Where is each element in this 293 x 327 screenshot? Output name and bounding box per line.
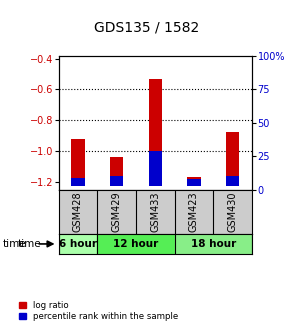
Text: 6 hour: 6 hour xyxy=(59,239,97,249)
Text: time: time xyxy=(3,239,27,249)
Bar xyxy=(187,177,201,186)
Text: GSM430: GSM430 xyxy=(228,192,238,232)
Text: GSM433: GSM433 xyxy=(150,192,160,232)
Bar xyxy=(71,178,85,186)
Bar xyxy=(149,151,162,186)
Bar xyxy=(226,132,239,186)
Bar xyxy=(226,177,239,186)
Text: GDS135 / 1582: GDS135 / 1582 xyxy=(94,21,199,35)
Text: GSM429: GSM429 xyxy=(112,191,122,232)
Legend: log ratio, percentile rank within the sample: log ratio, percentile rank within the sa… xyxy=(19,301,178,321)
Bar xyxy=(110,177,123,186)
Text: 12 hour: 12 hour xyxy=(113,239,159,249)
Text: GSM423: GSM423 xyxy=(189,191,199,232)
Bar xyxy=(71,139,85,186)
Text: GSM428: GSM428 xyxy=(73,191,83,232)
Text: 18 hour: 18 hour xyxy=(191,239,236,249)
Bar xyxy=(110,157,123,186)
Bar xyxy=(149,79,162,186)
Text: time: time xyxy=(18,239,41,249)
Bar xyxy=(187,179,201,186)
